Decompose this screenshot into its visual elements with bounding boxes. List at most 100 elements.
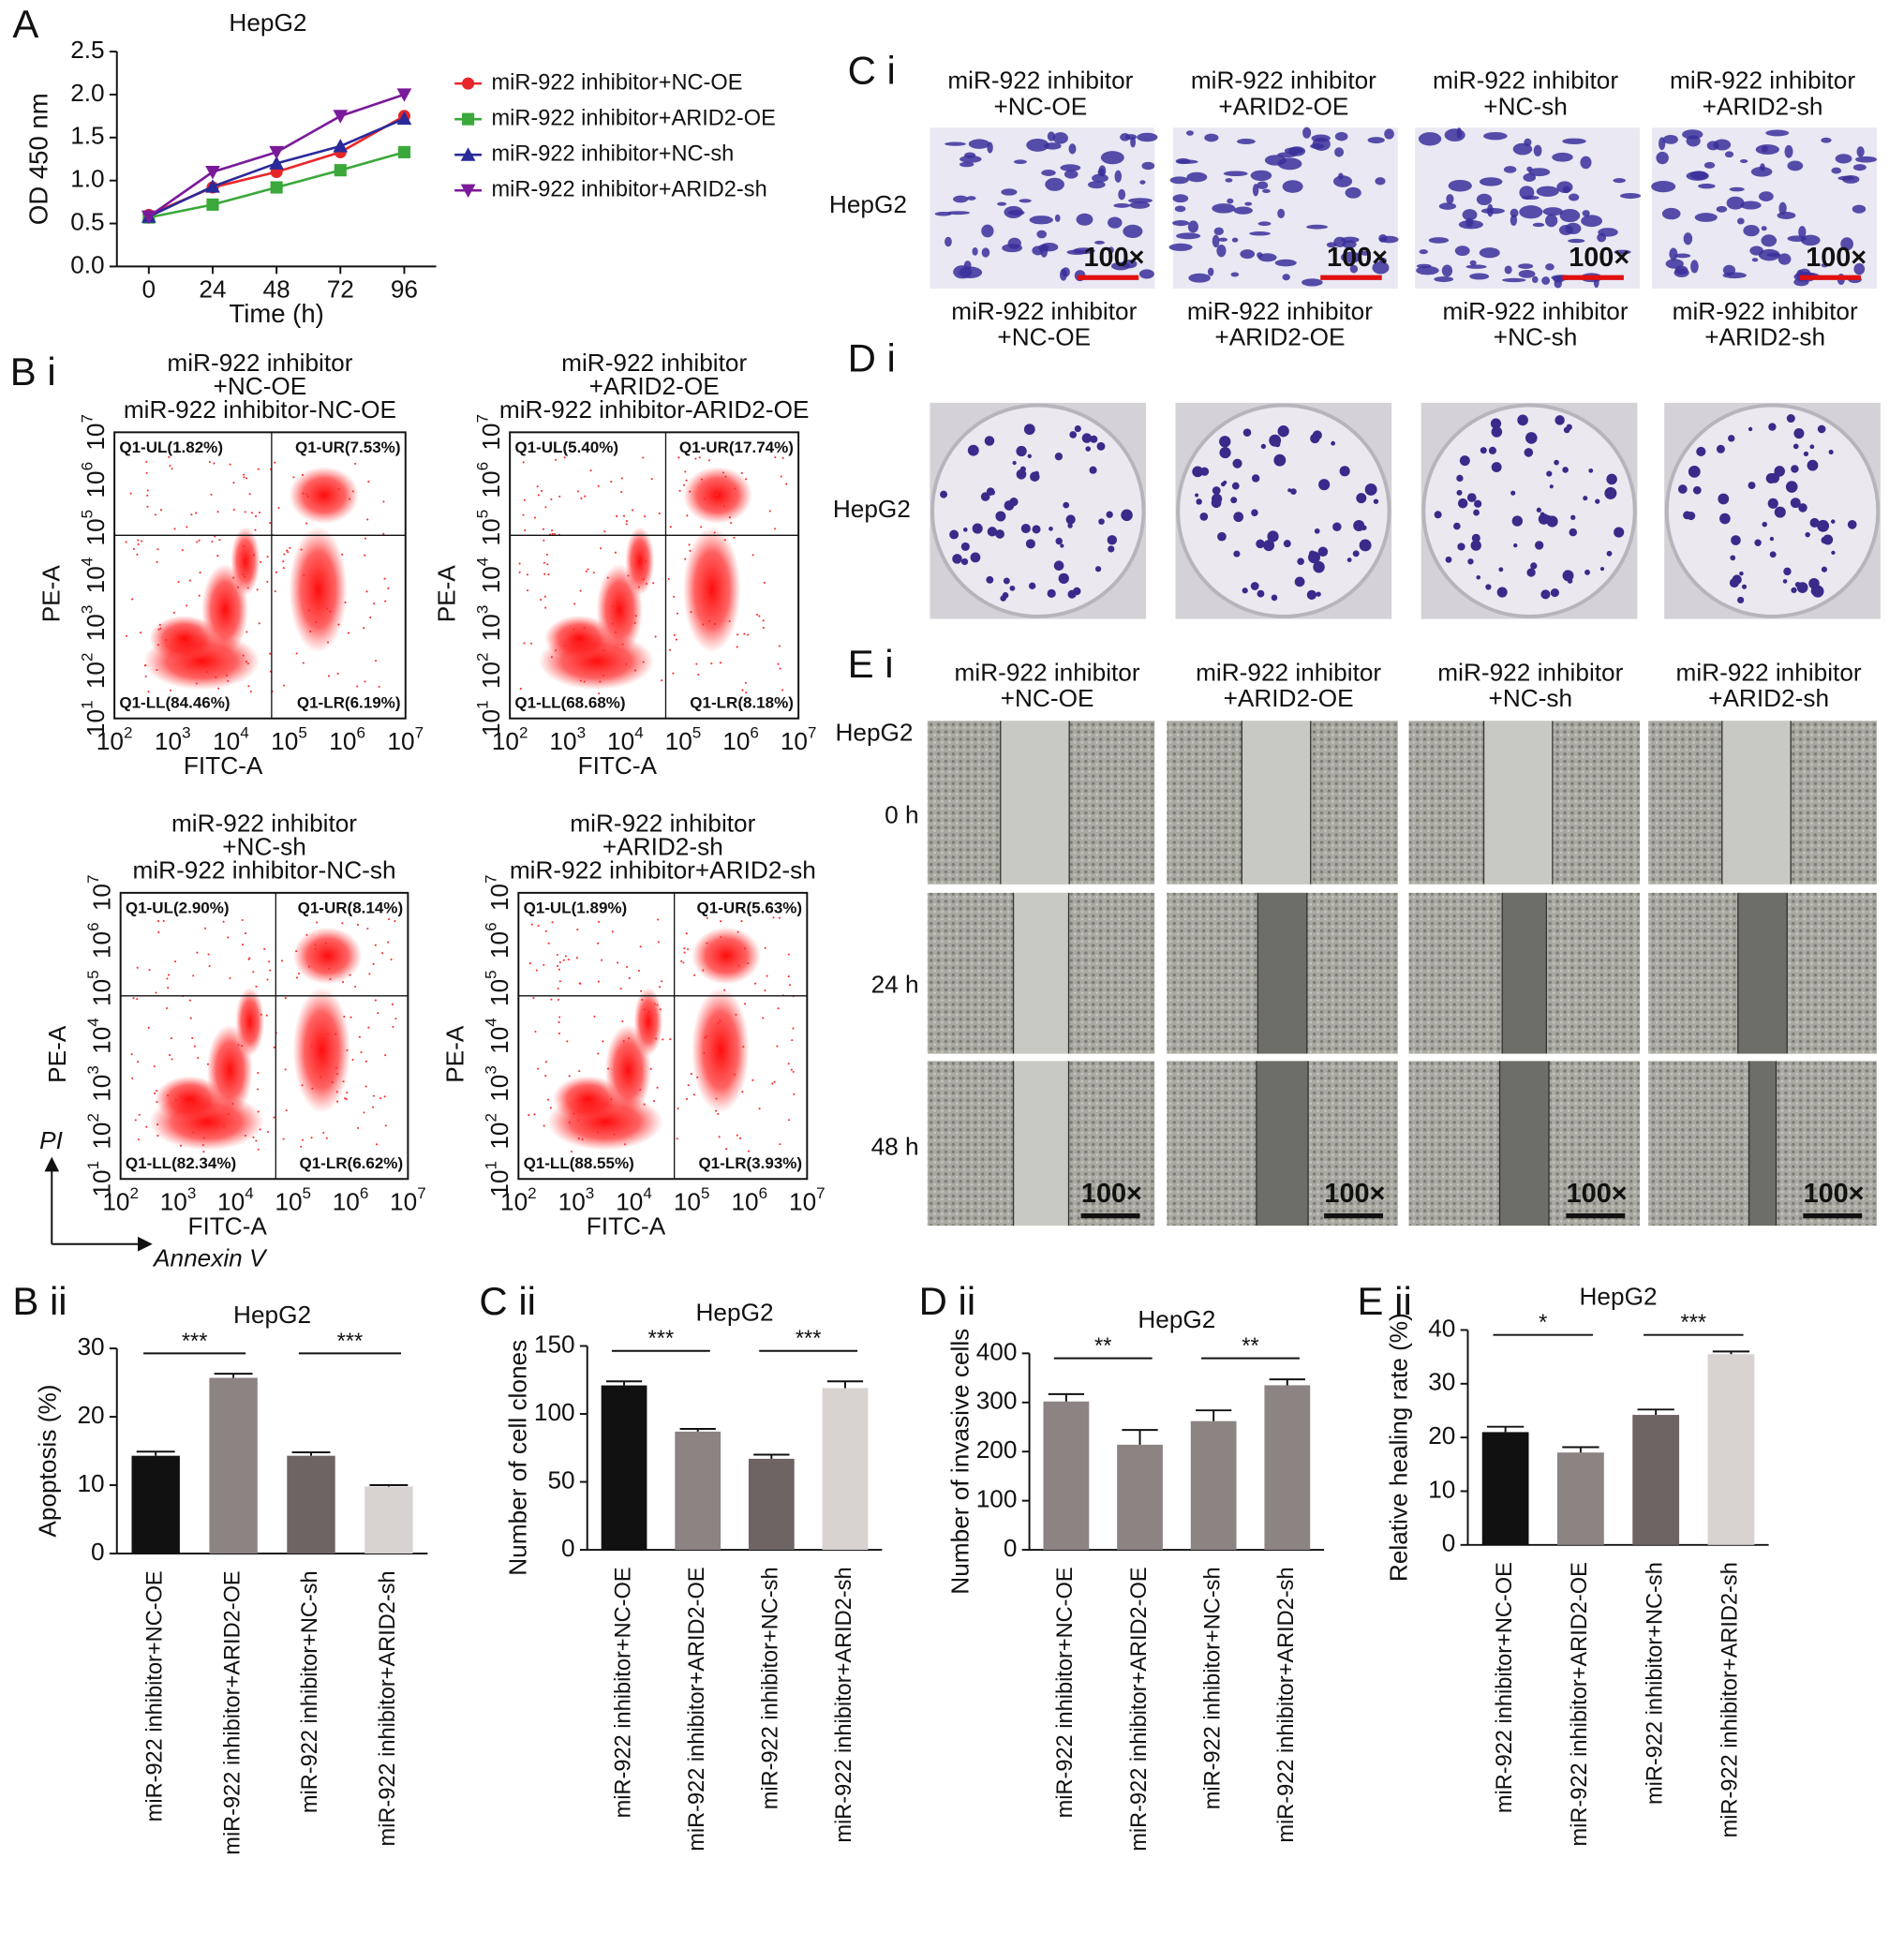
cell-cloud — [692, 987, 750, 1114]
event-dot — [324, 486, 327, 489]
event-dot — [217, 687, 220, 690]
colony-dot — [1020, 523, 1031, 534]
event-dot — [781, 456, 784, 459]
x-tick-label: 104 — [213, 723, 249, 755]
event-dot — [390, 958, 393, 961]
stained-cell — [1438, 202, 1457, 210]
wound-gap — [1737, 892, 1788, 1054]
stained-cell — [1669, 247, 1678, 260]
tick-base: 10 — [160, 1187, 187, 1215]
bar — [364, 1486, 413, 1554]
event-dot — [717, 1112, 720, 1115]
event-dot — [349, 974, 351, 976]
error-bar — [753, 1453, 790, 1459]
event-dot — [683, 951, 686, 954]
colony-dot — [1004, 500, 1015, 511]
event-dot — [303, 573, 305, 576]
column-header: +NC-sh — [1494, 323, 1578, 351]
event-dot — [310, 1137, 313, 1139]
event-dot — [244, 932, 247, 935]
chart-title: HepG2 — [1138, 1305, 1215, 1333]
event-dot — [145, 460, 148, 463]
event-dot — [551, 529, 554, 532]
event-dot — [545, 553, 548, 556]
stained-cell — [1724, 151, 1734, 158]
event-dot — [602, 649, 605, 652]
colony-dot — [1053, 560, 1064, 572]
stained-cell — [1568, 193, 1580, 201]
colony-dot — [1798, 503, 1807, 513]
event-dot — [627, 1081, 631, 1084]
colony-dot — [1220, 482, 1226, 487]
event-dot — [257, 1071, 260, 1075]
stained-cell — [1185, 130, 1194, 136]
event-dot — [768, 510, 771, 513]
stained-cell — [1306, 224, 1328, 230]
event-dot — [155, 991, 157, 994]
panel-label: B i — [10, 349, 56, 394]
colony-dot — [1356, 493, 1367, 504]
stained-cell — [1367, 137, 1385, 144]
event-dot — [215, 676, 217, 678]
plot-frame — [113, 431, 407, 720]
event-dot — [282, 1137, 285, 1140]
colony-dot — [1251, 509, 1258, 516]
event-dot — [391, 1003, 394, 1006]
event-dot — [536, 485, 539, 488]
quadrant-label: Q1-LL(82.34%) — [126, 1154, 236, 1172]
event-dot — [218, 539, 221, 542]
colony-dot — [1614, 527, 1625, 538]
colony-dot — [1047, 588, 1056, 598]
colony-dot — [1217, 531, 1227, 542]
event-dot — [568, 1121, 571, 1124]
event-dot — [668, 648, 672, 651]
stained-cell — [1076, 213, 1093, 226]
stained-cell — [1175, 157, 1191, 165]
event-dot — [690, 611, 692, 614]
event-dot — [344, 1097, 347, 1100]
event-dot — [779, 667, 781, 670]
stained-cell — [1262, 188, 1271, 194]
marker — [397, 145, 410, 158]
y-tick-label: 105 — [473, 510, 505, 546]
event-dot — [147, 691, 150, 693]
stained-cell — [1277, 152, 1298, 158]
y-tick-label: 50 — [547, 1465, 574, 1494]
x-tick-label: miR-922 inhibitor+ARID2-sh — [831, 1567, 855, 1842]
y-tick-label: 0 — [1442, 1529, 1456, 1557]
y-tick-label: 0 — [561, 1534, 575, 1562]
event-dot — [365, 590, 368, 593]
colony-dot — [1718, 493, 1730, 505]
event-dot — [306, 496, 309, 498]
stained-cell — [1334, 147, 1345, 157]
tick-base: 10 — [731, 1187, 758, 1215]
tick-base: 10 — [485, 931, 513, 959]
event-dot — [550, 498, 553, 500]
colony-dot — [1032, 525, 1041, 534]
event-dot — [300, 1145, 303, 1148]
colony-dot — [1807, 459, 1819, 471]
event-dot — [583, 627, 586, 630]
quadrant-label: Q1-UL(5.40%) — [514, 439, 618, 456]
x-tick-label: miR-922 inhibitor+ARID2-OE — [684, 1567, 708, 1851]
stained-cell — [981, 247, 990, 258]
event-dot — [213, 462, 216, 465]
wound-edge — [1256, 1061, 1309, 1227]
colony-dot — [1456, 489, 1463, 496]
error-bar — [136, 1450, 175, 1456]
event-dot — [157, 628, 160, 631]
colony-dot — [1805, 531, 1810, 538]
stained-cell — [1518, 263, 1534, 269]
event-dot — [387, 941, 390, 944]
event-dot — [208, 460, 211, 464]
event-dot — [384, 1054, 387, 1057]
tick-base: 10 — [82, 566, 110, 593]
event-dot — [165, 639, 168, 642]
stained-cell — [1123, 224, 1143, 239]
event-dot — [346, 1048, 349, 1051]
event-dot — [599, 680, 602, 683]
event-dot — [265, 1014, 268, 1017]
event-dot — [358, 1035, 361, 1038]
colony-dot — [1809, 517, 1820, 528]
